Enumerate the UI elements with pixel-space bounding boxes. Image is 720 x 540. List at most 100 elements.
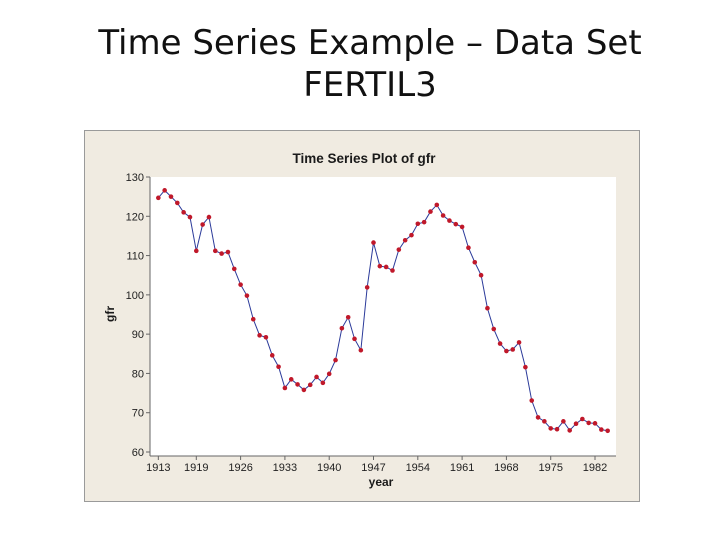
y-tick-label: 120 [126, 211, 144, 223]
data-point [573, 421, 579, 427]
data-point [295, 382, 300, 387]
data-point [250, 316, 256, 322]
data-point [485, 305, 490, 311]
data-point [339, 325, 345, 331]
chart-title: Time Series Plot of gfr [292, 151, 436, 166]
y-tick-label: 90 [132, 329, 144, 341]
data-point [263, 334, 269, 340]
x-tick-label: 1968 [494, 462, 518, 474]
x-tick-label: 1940 [317, 462, 341, 474]
x-tick-label: 1975 [538, 462, 562, 474]
x-tick-label: 1919 [184, 462, 208, 474]
data-point [428, 209, 433, 214]
data-point [231, 266, 237, 272]
data-point [491, 326, 497, 332]
y-tick-label: 60 [132, 447, 144, 459]
plot-area [150, 177, 616, 456]
data-point [390, 268, 395, 273]
data-point [301, 387, 307, 393]
data-point [409, 232, 414, 238]
data-point [345, 314, 351, 320]
data-point [548, 426, 554, 431]
y-axis-label: gfr [103, 306, 117, 322]
data-point [561, 419, 566, 424]
data-point [472, 259, 478, 265]
data-point [535, 415, 541, 420]
x-tick-label: 1913 [146, 462, 170, 474]
data-point [567, 428, 572, 433]
data-point [605, 428, 610, 434]
data-point [542, 419, 547, 424]
data-point [269, 353, 275, 358]
y-tick-label: 80 [132, 368, 144, 380]
data-point [364, 285, 370, 290]
data-point [276, 364, 281, 370]
data-point [592, 421, 598, 426]
data-point [440, 213, 446, 218]
data-point [421, 219, 427, 225]
data-point [181, 210, 186, 215]
x-axis-label: year [369, 475, 394, 489]
x-tick-label: 1954 [406, 462, 430, 474]
data-point [358, 347, 364, 353]
data-point [282, 385, 288, 391]
data-point [415, 221, 421, 227]
data-point [529, 398, 535, 403]
data-point [156, 195, 161, 201]
data-point [288, 377, 294, 382]
data-point [396, 247, 402, 252]
slide-title: Time Series Example – Data Set FERTIL3 [60, 22, 680, 106]
data-point [194, 248, 199, 254]
y-tick-label: 70 [132, 408, 144, 420]
data-point [580, 416, 585, 422]
data-point [175, 200, 180, 206]
data-point [219, 251, 224, 256]
axes: 60 70 80 90 100 110 120 130 1913 1919 1926 1933 1940… [126, 172, 616, 474]
data-point [377, 263, 383, 269]
data-point [371, 240, 376, 245]
data-point [599, 427, 604, 432]
data-point [238, 282, 243, 287]
data-point [314, 374, 319, 380]
data-point [212, 248, 218, 254]
series-line [157, 189, 608, 432]
y-tick-label: 130 [126, 172, 144, 184]
data-point [383, 264, 389, 270]
data-point [244, 293, 250, 298]
x-tick-label: 1982 [583, 462, 607, 474]
data-point [447, 218, 452, 223]
data-point [466, 245, 471, 251]
data-point [510, 347, 516, 352]
data-point [200, 222, 205, 227]
data-point [523, 364, 528, 370]
slide-title-line-2: FERTIL3 [303, 65, 437, 105]
data-point [516, 340, 522, 345]
data-point [453, 221, 459, 227]
slide-title-line-1: Time Series Example – Data Set [98, 23, 642, 63]
data-point [162, 188, 167, 193]
data-point [434, 202, 440, 208]
y-tick-label: 110 [126, 251, 144, 263]
data-point [478, 272, 484, 278]
data-point [497, 341, 503, 346]
series-gfr [156, 188, 610, 434]
data-point [333, 357, 338, 363]
x-tick-label: 1961 [450, 462, 474, 474]
x-tick-label: 1947 [361, 462, 385, 474]
data-point [257, 333, 262, 338]
data-point [352, 336, 357, 342]
data-point [326, 371, 332, 377]
data-point [225, 249, 231, 255]
data-point [168, 194, 174, 199]
x-tick-label: 1926 [228, 462, 252, 474]
y-tick-label: 100 [126, 290, 144, 302]
data-point [554, 426, 560, 432]
data-point [187, 214, 193, 220]
data-point [504, 348, 509, 354]
data-point [586, 420, 591, 426]
data-point [459, 224, 465, 230]
data-point [206, 214, 212, 220]
data-point [402, 237, 408, 243]
x-tick-label: 1933 [273, 462, 297, 474]
